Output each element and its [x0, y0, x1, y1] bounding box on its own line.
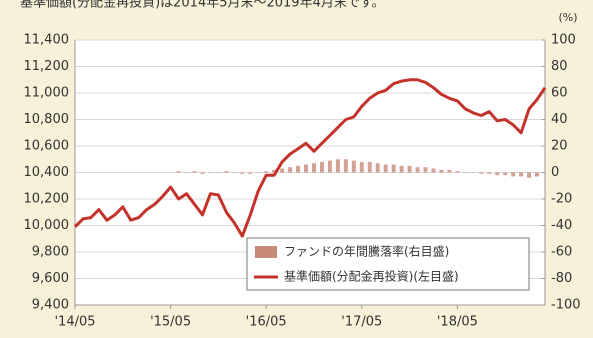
bar — [471, 172, 476, 173]
y2-tick-label: 60 — [551, 86, 568, 101]
bar — [359, 161, 364, 173]
bar — [240, 172, 245, 174]
bar — [527, 172, 532, 178]
x-tick-label: '17/05 — [341, 315, 382, 330]
y2-tick-label: 20 — [551, 139, 568, 154]
bar — [431, 168, 436, 173]
bar — [256, 172, 261, 173]
bar — [535, 172, 540, 177]
bar — [192, 171, 197, 173]
y-tick-label: 10,800 — [24, 112, 70, 127]
bar — [176, 171, 181, 173]
bar — [296, 165, 301, 173]
x-tick-label: '15/05 — [150, 315, 191, 330]
bar — [208, 172, 213, 173]
y-tick-label: 9,800 — [32, 245, 69, 260]
bar — [487, 172, 492, 174]
y-tick-label: 9,600 — [32, 271, 69, 286]
bar — [503, 172, 508, 176]
y-tick-label: 10,600 — [24, 139, 70, 154]
legend-label: ファンドの年間騰落率(右目盛) — [284, 244, 449, 259]
line — [73, 78, 547, 238]
y-tick-label: 9,400 — [32, 298, 69, 313]
bar — [391, 164, 396, 173]
bar — [439, 169, 444, 173]
bar — [288, 167, 293, 173]
x-tick-label: '16/05 — [246, 315, 287, 330]
y2-tick-label: 100 — [551, 33, 576, 48]
y2-tick-label: -80 — [551, 271, 572, 286]
bar — [272, 169, 277, 173]
bar — [248, 172, 253, 174]
y2-tick-label: -60 — [551, 245, 572, 260]
bar — [375, 163, 380, 173]
y2-tick-label: 40 — [551, 112, 568, 127]
y-tick-label: 10,200 — [24, 192, 70, 207]
y-tick-label: 11,200 — [24, 59, 70, 74]
bar — [343, 159, 348, 173]
bar — [407, 165, 412, 173]
bar — [335, 159, 340, 173]
y2-tick-label: -20 — [551, 192, 572, 207]
y2-tick-label: -100 — [551, 298, 581, 313]
y2-tick-label: -40 — [551, 218, 572, 233]
bar — [455, 171, 460, 173]
y-tick-label: 11,400 — [24, 33, 70, 48]
legend-label: 基準価額(分配金再投資)(左目盛) — [284, 269, 459, 284]
bar — [415, 167, 420, 173]
bar — [519, 172, 524, 177]
y2-tick-label: 80 — [551, 59, 568, 74]
bar — [367, 161, 372, 173]
bar — [479, 172, 484, 174]
bar — [200, 172, 205, 174]
y2-tick-label: 0 — [551, 165, 559, 180]
bar — [311, 163, 316, 173]
bar — [327, 160, 332, 173]
y-tick-label: 11,000 — [24, 86, 70, 101]
bar — [264, 171, 269, 173]
bar — [351, 160, 356, 173]
chart-subtitle: 基準価額(分配金再投資)は2014年5月末～2019年4月末です。 — [20, 0, 385, 11]
bar — [399, 165, 404, 173]
bar — [511, 172, 516, 177]
x-tick-label: '18/05 — [437, 315, 478, 330]
bar — [423, 167, 428, 173]
bar — [184, 172, 189, 173]
bar — [232, 172, 237, 173]
bar — [383, 164, 388, 173]
y-tick-label: 10,400 — [24, 165, 70, 180]
bar — [319, 161, 324, 173]
x-tick-label: '14/05 — [54, 315, 95, 330]
bar — [216, 172, 221, 173]
legend-swatch — [255, 246, 277, 258]
y2-unit: (%) — [558, 11, 577, 24]
bar — [495, 172, 500, 176]
bar — [280, 168, 285, 173]
y-tick-label: 10,000 — [24, 218, 70, 233]
legend-box — [246, 237, 530, 291]
bar — [224, 171, 229, 173]
bar — [304, 164, 309, 173]
bar — [447, 169, 452, 173]
bar — [463, 172, 468, 173]
